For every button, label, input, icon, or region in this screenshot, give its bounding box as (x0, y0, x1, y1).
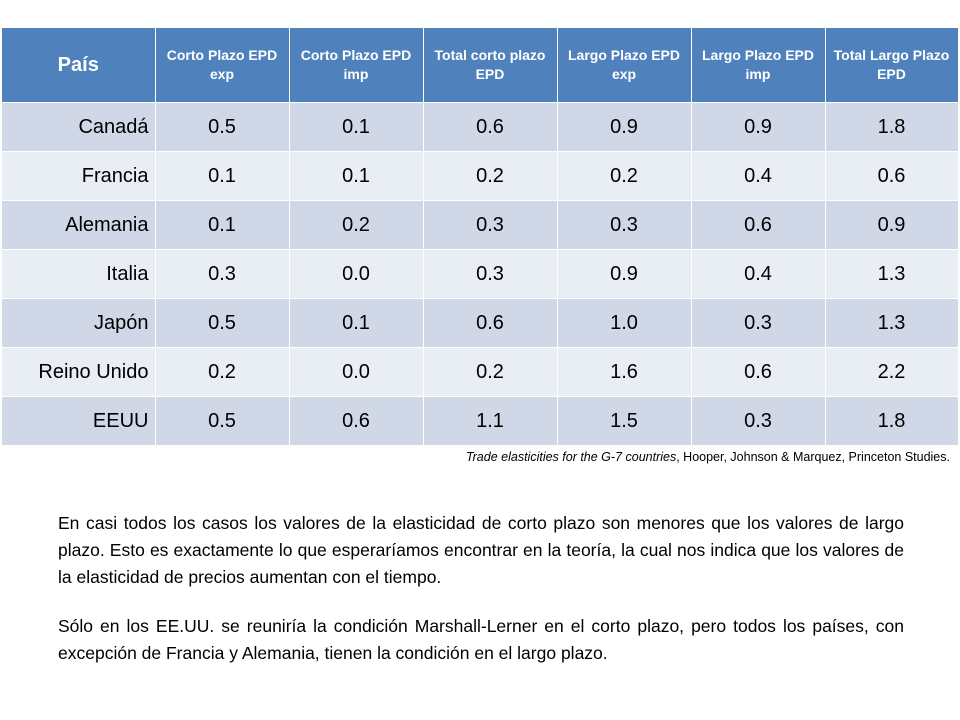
value-cell: 0.0 (289, 347, 424, 397)
value-cell: 0.2 (423, 151, 558, 201)
value-cell: 0.0 (289, 249, 424, 299)
citation-title: Trade elasticities for the G-7 countries (465, 450, 677, 464)
header-country: País (2, 28, 156, 103)
value-cell: 0.2 (289, 200, 424, 250)
value-cell: 0.3 (423, 249, 558, 299)
value-cell: 0.5 (155, 396, 290, 445)
value-cell: 0.2 (423, 347, 558, 397)
value-cell: 1.8 (825, 396, 959, 445)
value-cell: 2.2 (825, 347, 959, 397)
value-cell: 0.9 (691, 102, 826, 152)
value-cell: 1.8 (825, 102, 959, 152)
value-cell: 0.4 (691, 249, 826, 299)
value-cell: 0.1 (289, 151, 424, 201)
commentary: En casi todos los casos los valores de l… (58, 510, 904, 689)
value-cell: 0.1 (289, 298, 424, 348)
value-cell: 0.3 (155, 249, 290, 299)
citation-authors: , Hooper, Johnson & Marquez, Princeton S… (676, 450, 950, 464)
value-cell: 1.3 (825, 249, 959, 299)
value-cell: 1.1 (423, 396, 558, 445)
table-row: Reino Unido 0.2 0.0 0.2 1.6 0.6 2.2 (2, 347, 959, 397)
value-cell: 1.5 (557, 396, 692, 445)
value-cell: 0.6 (289, 396, 424, 445)
value-cell: 0.6 (691, 200, 826, 250)
country-cell: Canadá (2, 102, 156, 152)
table-row: Italia 0.3 0.0 0.3 0.9 0.4 1.3 (2, 249, 959, 299)
value-cell: 0.1 (289, 102, 424, 152)
value-cell: 0.6 (423, 298, 558, 348)
header-long-imp: Largo Plazo EPD imp (691, 28, 826, 103)
value-cell: 0.3 (557, 200, 692, 250)
value-cell: 0.5 (155, 102, 290, 152)
header-long-exp: Largo Plazo EPD exp (557, 28, 692, 103)
table-header-row: País Corto Plazo EPD exp Corto Plazo EPD… (2, 28, 959, 103)
table-row: EEUU 0.5 0.6 1.1 1.5 0.3 1.8 (2, 396, 959, 445)
paragraph-marshall-lerner: Sólo en los EE.UU. se reuniría la condic… (58, 616, 904, 663)
value-cell: 0.2 (557, 151, 692, 201)
paragraph-short-vs-long: En casi todos los casos los valores de l… (58, 513, 904, 587)
value-cell: 1.0 (557, 298, 692, 348)
country-cell: Italia (2, 249, 156, 299)
value-cell: 0.6 (825, 151, 959, 201)
table-row: Alemania 0.1 0.2 0.3 0.3 0.6 0.9 (2, 200, 959, 250)
value-cell: 0.3 (691, 396, 826, 445)
header-long-total: Total Largo Plazo EPD (825, 28, 959, 103)
table-row: Francia 0.1 0.1 0.2 0.2 0.4 0.6 (2, 151, 959, 201)
country-cell: Alemania (2, 200, 156, 250)
value-cell: 0.4 (691, 151, 826, 201)
value-cell: 0.3 (691, 298, 826, 348)
country-cell: Reino Unido (2, 347, 156, 397)
value-cell: 0.9 (557, 249, 692, 299)
value-cell: 0.9 (825, 200, 959, 250)
country-cell: Francia (2, 151, 156, 201)
value-cell: 0.9 (557, 102, 692, 152)
elasticity-table: País Corto Plazo EPD exp Corto Plazo EPD… (2, 28, 959, 445)
country-cell: Japón (2, 298, 156, 348)
value-cell: 0.1 (155, 151, 290, 201)
value-cell: 0.3 (423, 200, 558, 250)
value-cell: 0.6 (691, 347, 826, 397)
country-cell: EEUU (2, 396, 156, 445)
header-short-total: Total corto plazo EPD (423, 28, 558, 103)
header-short-imp: Corto Plazo EPD imp (289, 28, 424, 103)
header-short-exp: Corto Plazo EPD exp (155, 28, 290, 103)
source-citation: Trade elasticities for the G-7 countries… (466, 450, 950, 464)
value-cell: 0.6 (423, 102, 558, 152)
value-cell: 1.3 (825, 298, 959, 348)
table-row: Canadá 0.5 0.1 0.6 0.9 0.9 1.8 (2, 102, 959, 152)
value-cell: 0.2 (155, 347, 290, 397)
value-cell: 0.1 (155, 200, 290, 250)
value-cell: 1.6 (557, 347, 692, 397)
value-cell: 0.5 (155, 298, 290, 348)
table-row: Japón 0.5 0.1 0.6 1.0 0.3 1.3 (2, 298, 959, 348)
